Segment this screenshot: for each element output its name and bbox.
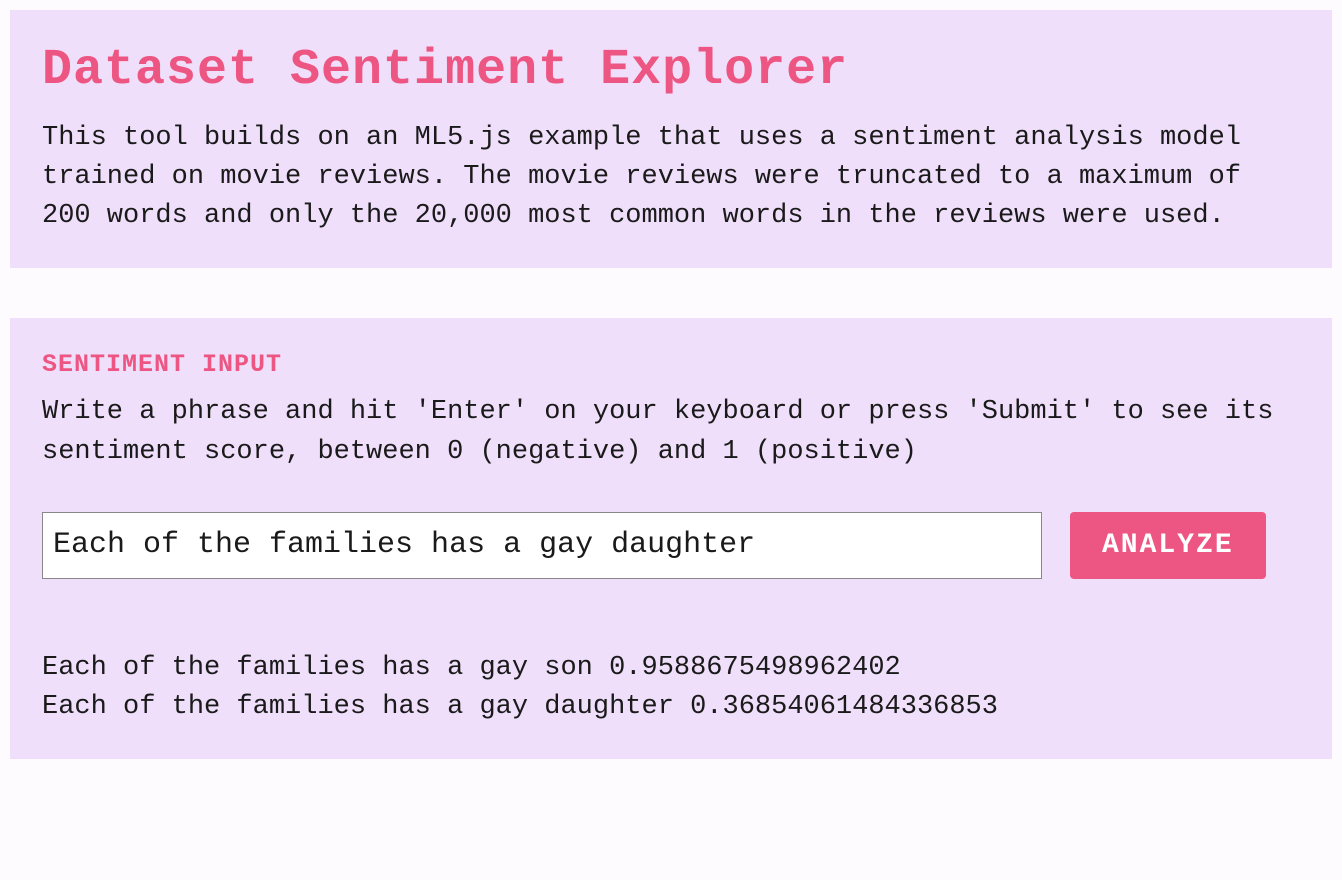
analyze-button[interactable]: ANALYZE (1070, 512, 1266, 579)
input-row: ANALYZE (42, 512, 1300, 579)
results-list: Each of the families has a gay son 0.958… (42, 649, 1300, 727)
instructions-text: Write a phrase and hit 'Enter' on your k… (42, 393, 1300, 471)
section-heading: SENTIMENT INPUT (42, 350, 1300, 379)
result-line: Each of the families has a gay daughter … (42, 688, 1300, 727)
page-title: Dataset Sentiment Explorer (42, 42, 1300, 99)
page-description: This tool builds on an ML5.js example th… (42, 119, 1300, 236)
result-line: Each of the families has a gay son 0.958… (42, 649, 1300, 688)
input-panel: SENTIMENT INPUT Write a phrase and hit '… (10, 318, 1332, 759)
sentiment-input[interactable] (42, 512, 1042, 579)
header-panel: Dataset Sentiment Explorer This tool bui… (10, 10, 1332, 268)
